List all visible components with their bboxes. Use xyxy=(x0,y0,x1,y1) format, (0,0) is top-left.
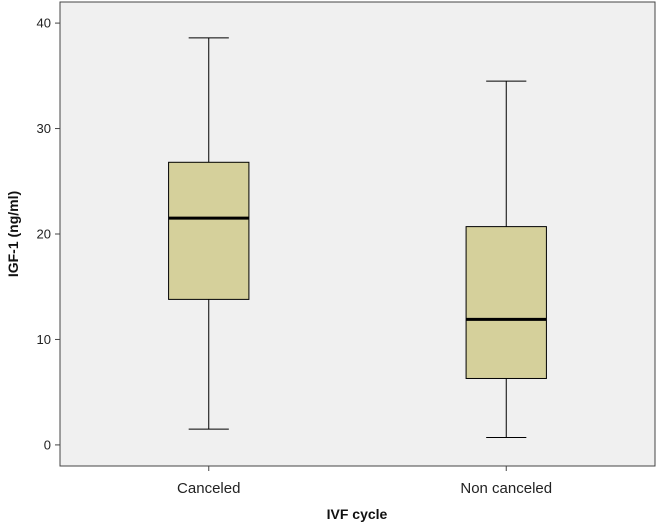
y-tick-label-20: 20 xyxy=(37,227,51,242)
y-tick-label-0: 0 xyxy=(44,437,51,452)
x-tick-label-0: Canceled xyxy=(177,480,240,497)
iqr-box xyxy=(465,226,547,379)
y-tick-label-40: 40 xyxy=(37,16,51,31)
y-axis: 0 10 20 30 40 xyxy=(37,16,60,452)
plot-area xyxy=(59,1,656,467)
boxes xyxy=(168,37,547,439)
x-axis-title: IVF cycle xyxy=(327,506,388,522)
box-1 xyxy=(465,80,547,439)
iqr-box xyxy=(168,161,250,300)
x-axis: Canceled Non canceled xyxy=(177,466,552,497)
y-tick-label-10: 10 xyxy=(37,332,51,347)
y-axis-title: IGF-1 (ng/ml) xyxy=(5,191,21,277)
y-tick-label-30: 30 xyxy=(37,121,51,136)
box-0 xyxy=(168,37,250,430)
x-tick-label-1: Non canceled xyxy=(460,480,552,497)
